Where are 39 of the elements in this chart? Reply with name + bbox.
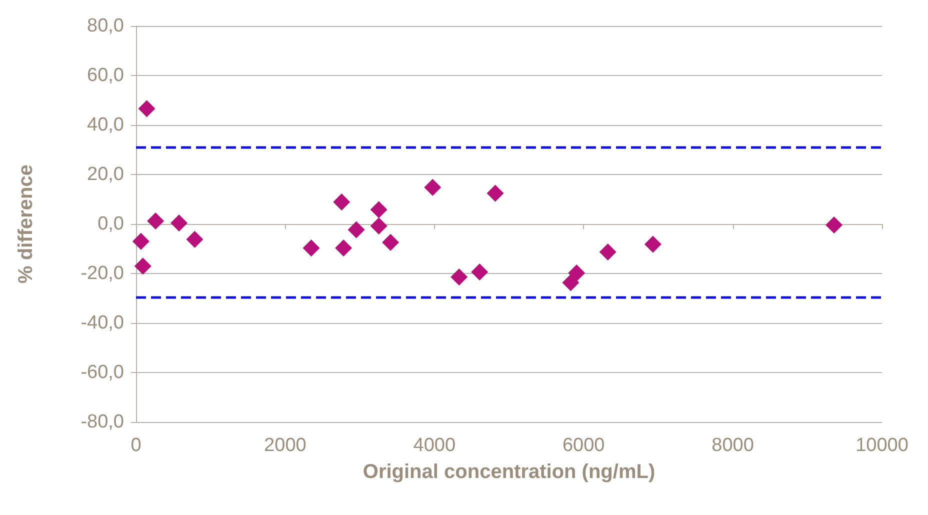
point [333, 193, 350, 210]
y-tick-label: 20,0 [87, 164, 124, 185]
point [138, 100, 156, 118]
point [568, 264, 586, 282]
x-tick-label: 8000 [712, 435, 754, 456]
y-tick-label: 60,0 [87, 65, 124, 86]
point [471, 264, 488, 281]
x-tick-label: 0 [130, 435, 142, 456]
x-tick-label: 2000 [264, 435, 306, 456]
point [486, 184, 504, 202]
y-tick-label: 40,0 [87, 114, 124, 136]
point [826, 216, 843, 234]
point [186, 230, 204, 248]
y-tick-label: 0,0 [98, 214, 124, 234]
y-tick-label: -40,0 [80, 312, 124, 334]
point [335, 240, 352, 257]
point [302, 240, 320, 257]
point [147, 212, 164, 230]
x-tick-label: 6000 [562, 435, 605, 456]
point [132, 232, 150, 250]
y-axis-title: % difference [15, 164, 37, 284]
point [450, 268, 468, 286]
y-tick-label: -20,0 [80, 263, 124, 284]
point [348, 221, 365, 238]
point [382, 234, 400, 251]
y-tick-label: -80,0 [80, 412, 124, 432]
point [370, 217, 388, 234]
x-tick-label: 4000 [413, 435, 456, 456]
y-tick-label: 80,0 [87, 16, 124, 36]
y-tick-label: -60,0 [80, 362, 124, 383]
x-axis-title: Original concentration (ng/mL) [362, 461, 656, 483]
x-tick-label: 10000 [856, 435, 908, 456]
point [599, 243, 616, 260]
point [170, 214, 188, 232]
point [370, 201, 388, 218]
point [644, 236, 662, 253]
point [134, 258, 152, 275]
point [562, 274, 580, 292]
point [424, 178, 442, 196]
